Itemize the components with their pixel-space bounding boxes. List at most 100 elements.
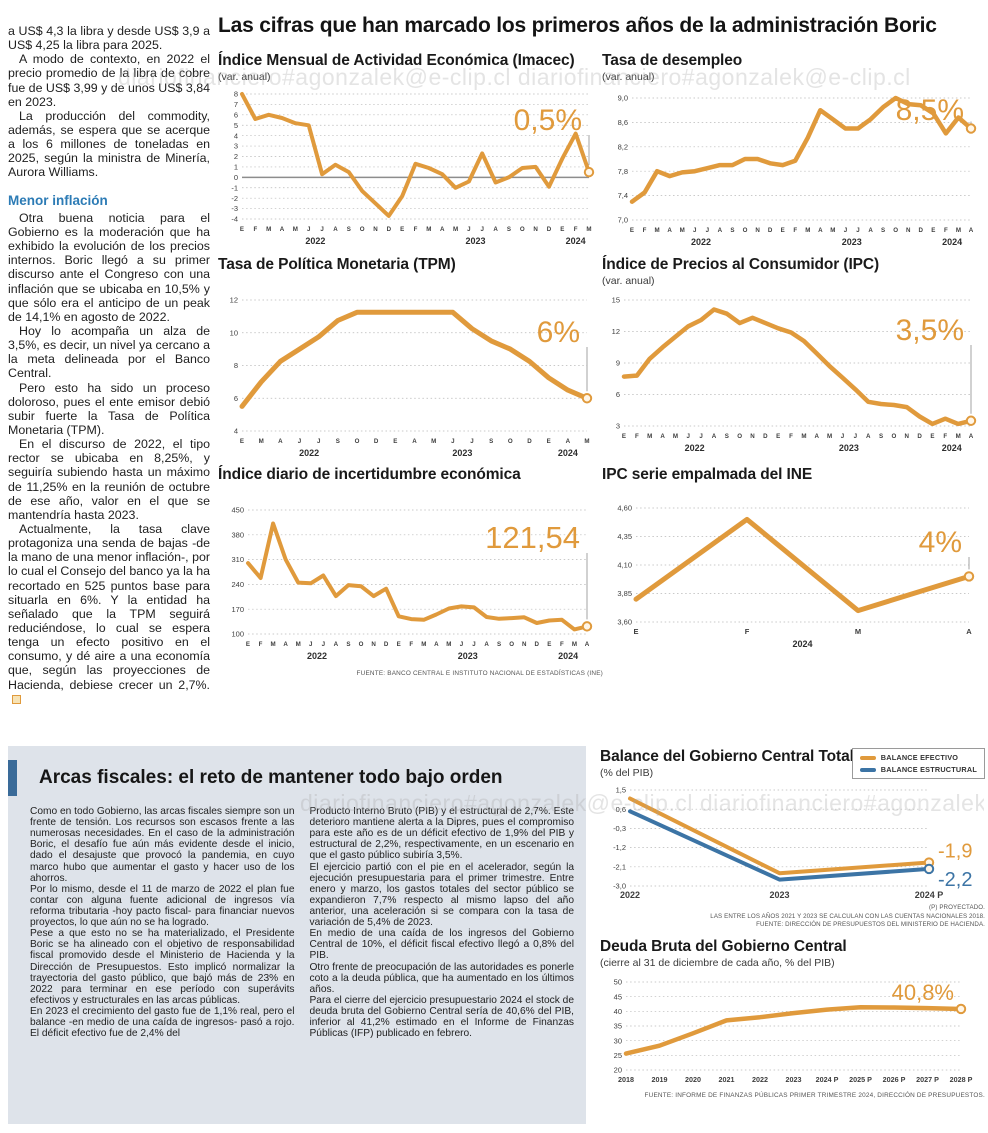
- svg-text:J: J: [472, 641, 476, 648]
- svg-text:-1,2: -1,2: [613, 843, 626, 852]
- svg-text:M: M: [293, 226, 298, 233]
- svg-text:A: A: [334, 641, 339, 648]
- svg-text:4: 4: [234, 427, 238, 436]
- svg-text:S: S: [881, 227, 885, 234]
- svg-text:J: J: [856, 227, 860, 234]
- svg-text:A: A: [712, 433, 717, 440]
- svg-text:8,2: 8,2: [618, 142, 628, 151]
- svg-text:J: J: [460, 641, 464, 648]
- svg-text:J: J: [693, 227, 697, 234]
- chart-subtitle: (var. anual): [602, 275, 655, 287]
- chart-subtitle: (% del PIB): [600, 767, 654, 779]
- svg-text:2024: 2024: [558, 651, 578, 661]
- ipc-ine-line-chart: 4,60 4,35 4,10 3,85 3,60E F M A 2024 4%: [617, 504, 975, 649]
- svg-text:A: A: [667, 227, 672, 234]
- svg-text:A: A: [440, 226, 445, 233]
- svg-text:J: J: [699, 433, 703, 440]
- svg-text:2022: 2022: [620, 890, 640, 900]
- svg-text:S: S: [336, 438, 340, 445]
- svg-text:6: 6: [234, 394, 238, 403]
- svg-text:-2,2: -2,2: [938, 869, 972, 891]
- svg-text:F: F: [943, 433, 947, 440]
- svg-text:-3,0: -3,0: [613, 882, 626, 891]
- svg-text:4: 4: [234, 131, 238, 140]
- svg-text:M: M: [805, 227, 810, 234]
- svg-text:S: S: [725, 433, 729, 440]
- svg-text:2025 P: 2025 P: [849, 1075, 872, 1084]
- svg-text:E: E: [931, 227, 935, 234]
- chart-tpm: Tasa de Política Monetaria (TPM) 12 10 8 6 4…: [218, 256, 603, 465]
- svg-text:J: J: [844, 227, 848, 234]
- svg-text:D: D: [374, 438, 379, 445]
- svg-text:E: E: [547, 641, 551, 648]
- chart-footnote: FUENTE: DIRECCIÓN DE PRESUPUESTOS DEL MI…: [756, 921, 985, 929]
- svg-text:0: 0: [234, 173, 238, 182]
- svg-text:J: J: [298, 438, 302, 445]
- svg-text:E: E: [400, 226, 404, 233]
- chart-subtitle: (var. anual): [602, 71, 655, 83]
- svg-text:2022: 2022: [307, 651, 327, 661]
- svg-text:170: 170: [231, 605, 244, 614]
- svg-text:J: J: [687, 433, 691, 440]
- svg-text:J: J: [467, 226, 471, 233]
- svg-text:50: 50: [614, 978, 622, 987]
- svg-text:310: 310: [231, 555, 244, 564]
- svg-text:40: 40: [614, 1007, 622, 1016]
- svg-text:M: M: [680, 227, 685, 234]
- svg-text:-0,3: -0,3: [613, 824, 626, 833]
- svg-text:2024 P: 2024 P: [816, 1075, 839, 1084]
- svg-text:M: M: [453, 226, 458, 233]
- svg-text:M: M: [655, 227, 660, 234]
- legend-swatch-efectivo: [859, 755, 876, 760]
- svg-text:J: J: [470, 438, 474, 445]
- svg-text:2023: 2023: [842, 237, 862, 247]
- svg-text:A: A: [434, 641, 439, 648]
- svg-text:J: J: [317, 438, 321, 445]
- legend-item-efectivo: BALANCE EFECTIVO: [859, 753, 977, 762]
- main-headline: Las cifras que han marcado los primeros …: [218, 14, 937, 37]
- svg-text:J: J: [322, 641, 326, 648]
- svg-text:M: M: [271, 641, 276, 648]
- svg-text:1,5: 1,5: [616, 786, 626, 795]
- svg-text:F: F: [635, 433, 639, 440]
- svg-text:-2: -2: [231, 194, 238, 203]
- arcas-fiscales-panel: Arcas fiscales: el reto de mantener todo…: [8, 746, 586, 1124]
- svg-text:4,10: 4,10: [617, 561, 632, 570]
- legend-label: BALANCE ESTRUCTURAL: [880, 765, 977, 774]
- svg-text:A: A: [818, 227, 823, 234]
- svg-text:S: S: [497, 641, 501, 648]
- svg-text:O: O: [737, 433, 742, 440]
- svg-text:A: A: [966, 627, 972, 636]
- svg-text:A: A: [815, 433, 820, 440]
- svg-text:A: A: [283, 641, 288, 648]
- svg-text:2023: 2023: [769, 890, 789, 900]
- svg-text:450: 450: [231, 506, 244, 515]
- svg-text:7,8: 7,8: [618, 167, 628, 176]
- svg-text:O: O: [893, 227, 898, 234]
- svg-text:J: J: [481, 226, 485, 233]
- chart-footnote: LAS ENTRE LOS AÑOS 2021 Y 2023 SE CALCUL…: [710, 912, 985, 920]
- svg-text:J: J: [309, 641, 313, 648]
- svg-text:A: A: [868, 227, 873, 234]
- svg-text:N: N: [373, 226, 378, 233]
- svg-text:S: S: [730, 227, 734, 234]
- svg-text:2023: 2023: [786, 1075, 802, 1084]
- svg-text:2024 P: 2024 P: [915, 890, 944, 900]
- svg-text:J: J: [320, 226, 324, 233]
- panel-title: Arcas fiscales: el reto de mantener todo…: [39, 767, 503, 788]
- svg-text:8: 8: [234, 361, 238, 370]
- svg-text:N: N: [522, 641, 527, 648]
- svg-text:F: F: [643, 227, 647, 234]
- svg-text:O: O: [891, 433, 896, 440]
- svg-text:M: M: [266, 226, 271, 233]
- svg-text:S: S: [489, 438, 493, 445]
- svg-text:E: E: [393, 438, 397, 445]
- svg-text:5: 5: [234, 121, 238, 130]
- svg-text:M: M: [956, 227, 961, 234]
- svg-text:F: F: [944, 227, 948, 234]
- subhead-menor-inflacion: Menor inflación: [8, 192, 108, 208]
- svg-text:20: 20: [614, 1066, 622, 1075]
- svg-text:0,6: 0,6: [616, 805, 626, 814]
